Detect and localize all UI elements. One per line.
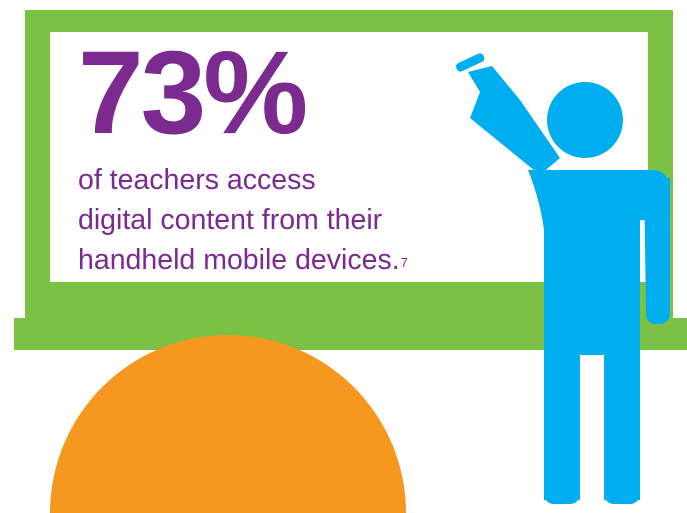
teacher-figure-icon (456, 53, 670, 504)
caption-line-1: of teachers access (78, 164, 316, 196)
caption-line-2: digital content from their (78, 204, 383, 236)
statistic-value: 73% (78, 27, 308, 159)
statistic-caption: of teachers access digital content from … (78, 160, 498, 280)
caption-line-3-text: handheld mobile devices. (78, 244, 400, 276)
statistic-block: 73% of teachers access digital content f… (78, 34, 498, 280)
caption-line-3: handheld mobile devices.7 (78, 240, 498, 280)
footnote-marker: 7 (400, 255, 408, 270)
orange-semicircle-shape (50, 335, 406, 513)
